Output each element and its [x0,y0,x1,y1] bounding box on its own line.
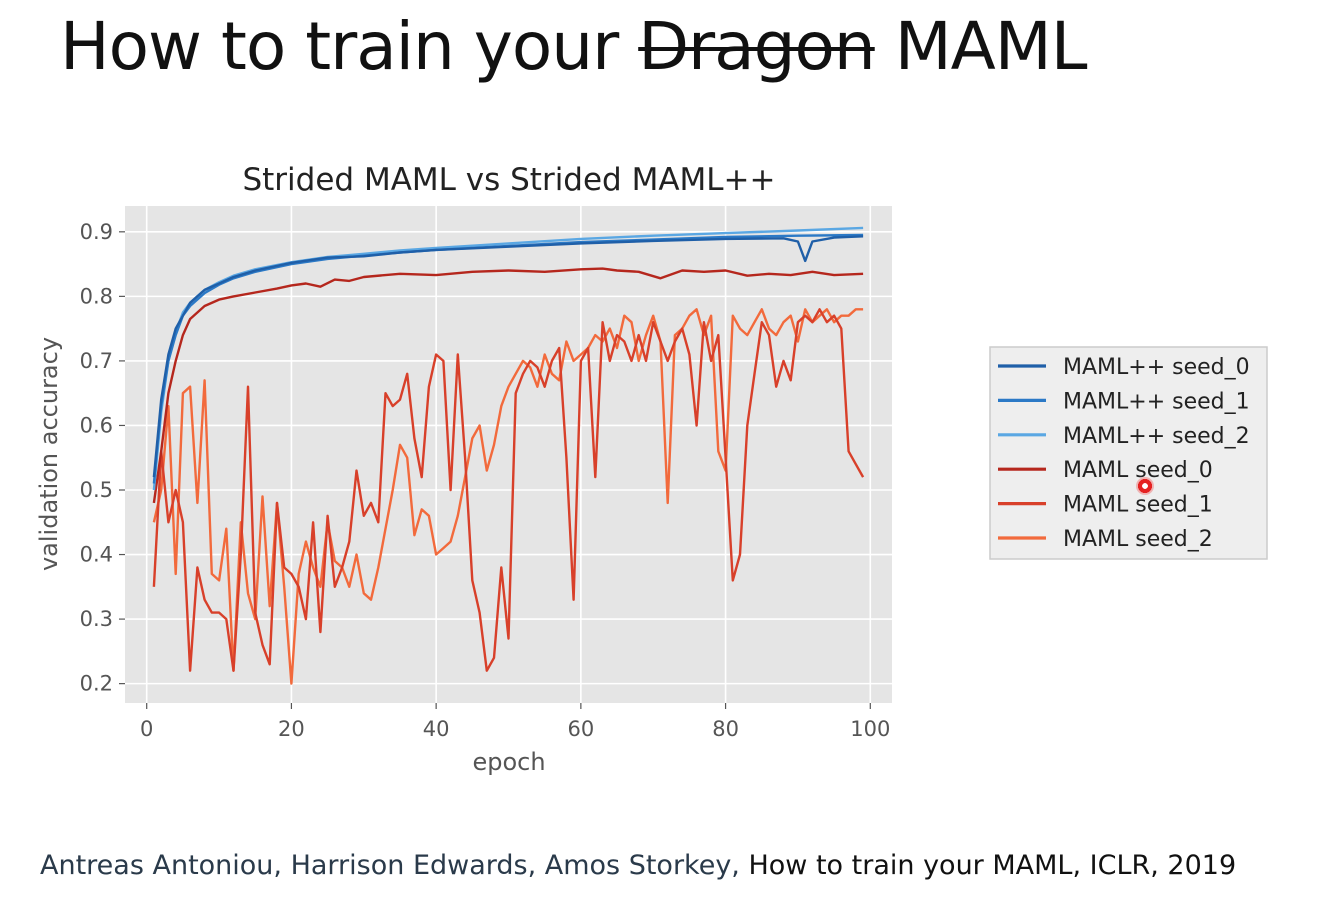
citation-reference: How to train your MAML, ICLR, 2019 [739,850,1237,881]
y-tick-label: 0.4 [80,543,113,567]
title-struck-word: Dragon [638,8,876,85]
chart: Strided MAML vs Strided MAML++ 0 20 40 60 80… [35,162,1268,776]
y-tick-label: 0.8 [80,284,113,308]
y-axis-label: validation accuracy [35,337,63,571]
pointer-cursor-icon [1136,477,1154,495]
x-tick-label: 60 [567,717,594,741]
series-lines [152,226,865,685]
y-tick-label: 0.3 [80,607,113,631]
x-tick-label: 80 [712,717,739,741]
citation-authors: Antreas Antoniou, Harrison Edwards, Amos… [40,850,740,881]
series-line-maml-seed-1 [152,233,864,484]
legend-label: MAML++ seed_2 [1063,424,1250,449]
y-tick-label: 0.9 [80,220,113,244]
x-tick-label: 0 [140,717,153,741]
y-tick-label: 0.7 [80,349,113,373]
legend: MAML++ seed_0 MAML++ seed_1 MAML++ seed_2 M… [989,346,1268,560]
x-tick-label: 20 [278,717,305,741]
series-line-maml-seed-2 [152,308,864,685]
x-tick-label: 40 [423,717,450,741]
title-prefix: How to train your [60,8,639,85]
series-line-maml-seed-1 [152,308,865,672]
tick-labels: 0 20 40 60 80 100 0.2 0.3 0.4 0.5 0.6 0.7 0.8 0.9 [80,220,891,741]
chart-title: Strided MAML vs Strided MAML++ [242,162,775,198]
slide-title: How to train your Dragon MAML [60,8,1088,85]
legend-label: MAML seed_1 [1063,493,1213,518]
x-tick-label: 100 [850,717,890,741]
citation: Antreas Antoniou, Harrison Edwards, Amos… [40,850,1236,881]
x-axis-label: epoch [472,748,545,776]
y-tick-label: 0.6 [80,413,113,437]
y-tick-label: 0.2 [80,672,113,696]
series-line-maml-seed-0 [152,235,864,478]
series-line-maml-seed-0 [152,267,864,504]
legend-label: MAML++ seed_0 [1063,355,1250,380]
legend-label: MAML++ seed_1 [1063,389,1250,414]
title-suffix: MAML [874,8,1088,85]
legend-label: MAML seed_2 [1063,527,1213,552]
y-tick-label: 0.5 [80,478,113,502]
legend-box [989,346,1268,560]
